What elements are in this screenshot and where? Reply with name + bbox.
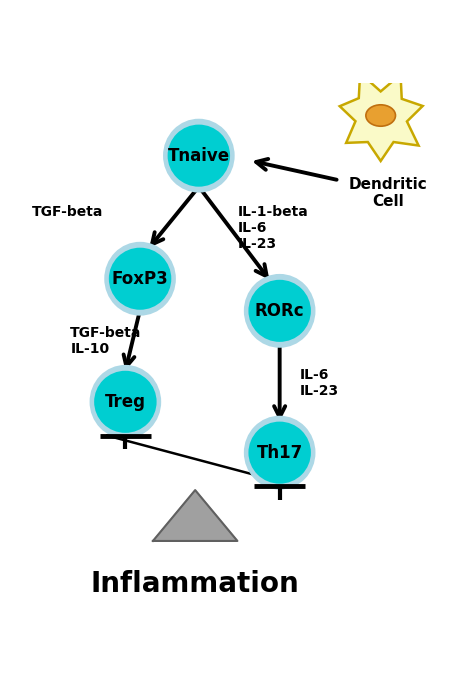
Text: Inflammation: Inflammation — [91, 570, 300, 598]
Ellipse shape — [244, 274, 316, 348]
Text: TGF-beta: TGF-beta — [32, 205, 103, 219]
Text: IL-1-beta
IL-6
IL-23: IL-1-beta IL-6 IL-23 — [237, 205, 308, 251]
Ellipse shape — [94, 370, 156, 433]
Text: Treg: Treg — [105, 393, 146, 411]
Text: Th17: Th17 — [256, 443, 303, 461]
Text: TGF-beta
IL-10: TGF-beta IL-10 — [70, 326, 142, 357]
Text: FoxP3: FoxP3 — [112, 270, 168, 288]
Ellipse shape — [248, 422, 311, 484]
Ellipse shape — [163, 119, 235, 193]
Ellipse shape — [109, 247, 171, 310]
Ellipse shape — [244, 416, 316, 489]
Text: IL-6
IL-23: IL-6 IL-23 — [300, 368, 339, 398]
Text: Tnaive: Tnaive — [168, 147, 230, 165]
Polygon shape — [153, 490, 237, 541]
Text: RORc: RORc — [255, 302, 304, 320]
Ellipse shape — [90, 365, 161, 439]
Ellipse shape — [168, 124, 230, 187]
Ellipse shape — [248, 280, 311, 342]
Polygon shape — [340, 73, 423, 161]
Text: Dendritic
Cell: Dendritic Cell — [349, 177, 428, 209]
Ellipse shape — [366, 105, 395, 126]
Ellipse shape — [104, 242, 176, 316]
